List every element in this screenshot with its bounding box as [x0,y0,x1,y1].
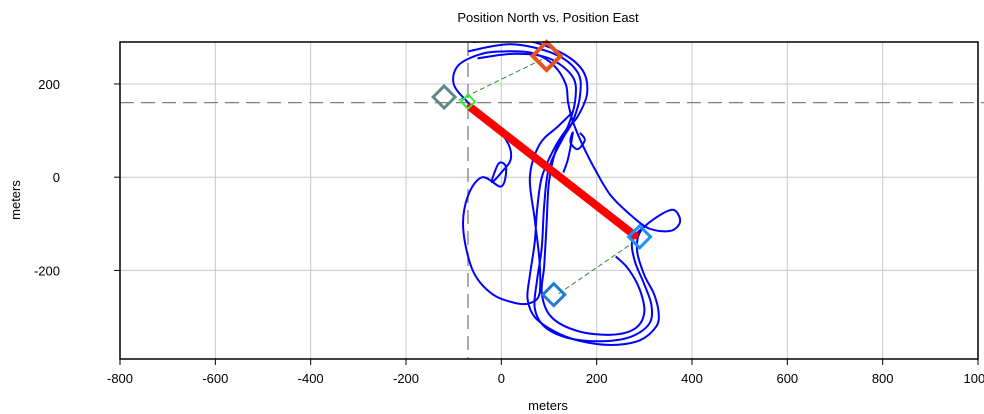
plot-frame [119,41,979,360]
diamond-marker-1 [529,39,564,73]
track-line-2 [467,43,654,343]
x-axis-label: meters [528,398,568,413]
track-line-3 [477,52,646,336]
x-tick-label: -800 [107,371,133,386]
diamond-marker-4 [626,223,653,250]
chart-title: Position North vs. Position East [457,10,639,25]
x-tick-label: 600 [776,371,798,386]
guide-line-2 [558,244,631,295]
x-tick-label: 800 [872,371,894,386]
x-tick-label: -200 [393,371,419,386]
plot-background [120,42,978,359]
x-tick-label: 200 [586,371,608,386]
diamond-marker-2 [431,83,458,111]
diamond-marker-3 [459,93,477,111]
diamond-marker-5 [540,281,567,308]
y-tick-label: 0 [53,170,60,185]
x-tick-label: 0 [498,371,505,386]
track-line-4 [562,131,586,173]
y-axis-label: meters [8,180,23,220]
x-tick-label: 1000 [964,371,984,386]
x-tick-label: -600 [202,371,228,386]
y-tick-label: 200 [38,77,60,92]
red-segment [466,103,639,240]
plot-area: -800 -600 -400 -200 0 200 400 600 800 1000 200 0 -20… [34,39,984,386]
x-tick-label: -400 [298,371,324,386]
x-tick-label: 400 [681,371,703,386]
y-tick-label: -200 [34,263,60,278]
